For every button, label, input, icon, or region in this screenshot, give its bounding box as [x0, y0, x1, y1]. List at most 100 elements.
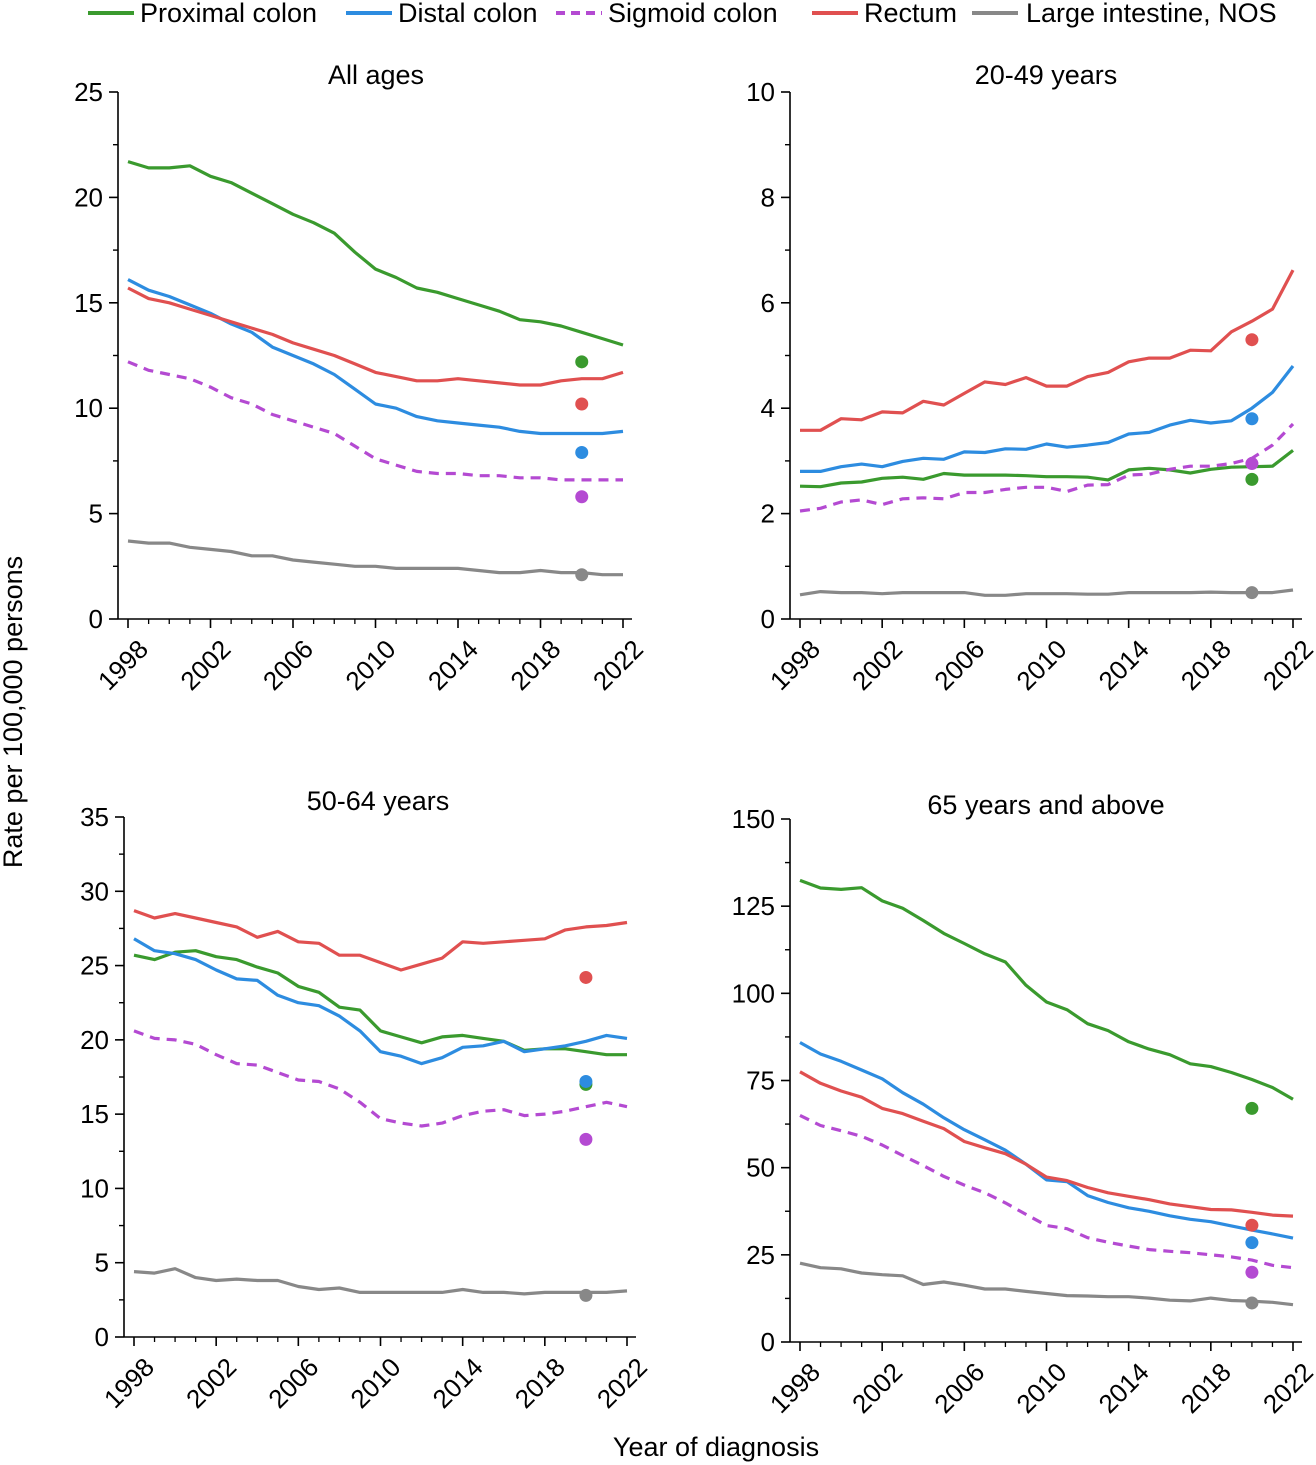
series-line-sigmoid-colon [133, 1029, 628, 1128]
point-2020-proximal-colon [1245, 1101, 1259, 1115]
x-tick-label: 2018 [1175, 1357, 1237, 1419]
panel-title: 50-64 years [307, 786, 450, 816]
x-tick-label: 1998 [92, 634, 154, 696]
panel-all-ages: All ages 0 5 10 15 20 25 1998 2002 2006 2010 2014 20… [74, 60, 649, 696]
x-tick-label: 2014 [427, 1352, 489, 1414]
y-tick-label: 10 [80, 1173, 109, 1203]
series-line-distal-colon [800, 365, 1295, 473]
point-2020-large-intestine-nos [579, 1288, 593, 1302]
panel-title: 65 years and above [927, 790, 1164, 820]
x-tick-label: 2014 [1093, 634, 1155, 696]
y-tick-label: 75 [746, 1066, 775, 1096]
x-tick-label: 2002 [846, 634, 908, 696]
y-axis-label: Rate per 100,000 persons [0, 556, 28, 868]
legend-label: Sigmoid colon [608, 0, 778, 28]
legend-item-rectum: Rectum [812, 0, 957, 28]
legend-item-distal-colon: Distal colon [346, 0, 538, 28]
point-2020-rectum [575, 397, 589, 411]
y-tick-label: 6 [761, 288, 775, 318]
series-line-distal-colon [127, 278, 624, 436]
series-line-large-intestine-nos [127, 539, 623, 577]
x-tick-label: 2014 [1093, 1357, 1155, 1419]
y-tick-label: 0 [89, 604, 103, 634]
point-2020-sigmoid-colon [575, 490, 589, 504]
series-line-distal-colon [799, 1041, 1294, 1240]
legend-item-sigmoid-colon: Sigmoid colon [556, 0, 778, 28]
x-tick-label: 1998 [764, 1357, 826, 1419]
point-2020-sigmoid-colon [1245, 1265, 1259, 1279]
x-tick-label: 2014 [422, 634, 484, 696]
y-tick-label: 100 [732, 978, 775, 1008]
point-2020-proximal-colon [1245, 472, 1259, 486]
x-tick-label: 2006 [262, 1352, 324, 1414]
x-tick-label: 2010 [1010, 634, 1072, 696]
y-tick-label: 125 [732, 891, 775, 921]
y-tick-label: 2 [761, 499, 775, 529]
point-2020-large-intestine-nos [1245, 1296, 1259, 1310]
y-tick-label: 150 [732, 804, 775, 834]
series-line-distal-colon [133, 937, 628, 1066]
x-tick-label: 2018 [1175, 634, 1237, 696]
point-2020-large-intestine-nos [1245, 586, 1259, 600]
series-line-rectum [127, 286, 624, 387]
point-2020-rectum [579, 970, 593, 984]
point-2020-rectum [1245, 1218, 1259, 1232]
panel-20-49-years: 20-49 years 0 2 4 6 8 10 1998 2002 2006 2010 2014 20… [746, 60, 1316, 696]
y-tick-label: 4 [761, 393, 775, 423]
x-tick-label: 1998 [764, 634, 826, 696]
series-line-rectum [800, 269, 1295, 432]
x-tick-label: 2022 [591, 1352, 653, 1414]
point-2020-distal-colon [579, 1074, 593, 1088]
y-tick-label: 25 [80, 951, 109, 981]
y-tick-label: 10 [746, 77, 775, 107]
x-tick-label: 2010 [344, 1352, 406, 1414]
x-tick-label: 2002 [174, 634, 236, 696]
y-tick-label: 25 [746, 1240, 775, 1270]
legend-label: Rectum [864, 0, 957, 28]
y-tick-label: 5 [89, 499, 103, 529]
x-axis-label: Year of diagnosis [613, 1432, 819, 1462]
x-tick-label: 2018 [504, 634, 566, 696]
legend-item-large-intestine-nos: Large intestine, NOS [972, 0, 1277, 28]
panel-title: All ages [328, 60, 424, 90]
y-tick-label: 10 [74, 393, 103, 423]
legend-label: Distal colon [398, 0, 538, 28]
x-tick-label: 2006 [928, 1357, 990, 1419]
y-tick-label: 30 [80, 876, 109, 906]
point-2020-distal-colon [1245, 1236, 1259, 1250]
y-tick-label: 20 [80, 1025, 109, 1055]
x-tick-label: 2010 [339, 634, 401, 696]
series-line-large-intestine-nos [799, 588, 1294, 597]
y-tick-label: 50 [746, 1153, 775, 1183]
point-2020-rectum [1245, 333, 1259, 347]
x-tick-label: 2002 [180, 1352, 242, 1414]
y-tick-label: 0 [761, 1327, 775, 1357]
point-2020-large-intestine-nos [575, 568, 589, 582]
series-line-proximal-colon [799, 449, 1294, 489]
legend-item-proximal-colon: Proximal colon [88, 0, 317, 28]
y-tick-label: 25 [74, 77, 103, 107]
y-tick-label: 8 [761, 182, 775, 212]
point-2020-proximal-colon [575, 355, 589, 369]
y-tick-label: 35 [80, 802, 109, 832]
point-2020-sigmoid-colon [1245, 457, 1259, 471]
y-tick-label: 15 [74, 288, 103, 318]
y-tick-label: 20 [74, 182, 103, 212]
series-line-large-intestine-nos [799, 1261, 1294, 1307]
panel-50-64-years: 50-64 years 0 5 10 15 20 25 30 35 1998 2002 2006 201… [80, 786, 653, 1414]
series-line-rectum [799, 1070, 1294, 1218]
x-tick-label: 2006 [928, 634, 990, 696]
x-tick-label: 2002 [846, 1357, 908, 1419]
x-tick-label: 2006 [257, 634, 319, 696]
y-tick-label: 0 [761, 604, 775, 634]
legend: Proximal colon Distal colon Sigmoid colon R… [88, 0, 1277, 28]
point-2020-distal-colon [575, 445, 589, 459]
point-2020-distal-colon [1245, 412, 1259, 426]
series-line-large-intestine-nos [133, 1267, 628, 1296]
legend-label: Large intestine, NOS [1026, 0, 1277, 28]
panel-65-years-and-above: 65 years and above 0 25 50 75 100 125 150 1998 20… [732, 790, 1316, 1419]
x-tick-label: 1998 [98, 1352, 160, 1414]
x-tick-label: 2022 [587, 634, 649, 696]
